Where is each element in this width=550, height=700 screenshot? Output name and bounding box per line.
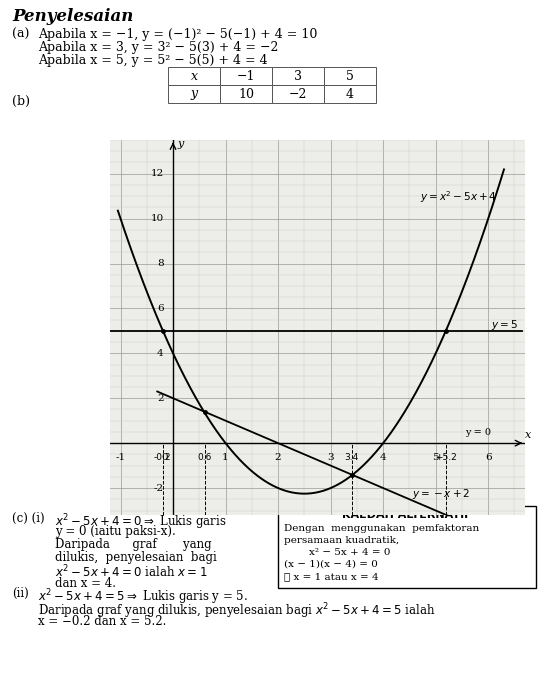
Text: -2: -2 (153, 484, 163, 493)
Text: −1: −1 (236, 69, 255, 83)
Text: 6: 6 (157, 304, 163, 313)
Text: y: y (190, 88, 197, 101)
Text: 6: 6 (485, 453, 492, 462)
Text: 2: 2 (275, 453, 282, 462)
Text: x = −0.2 dan x = 5.2.: x = −0.2 dan x = 5.2. (38, 615, 166, 628)
Text: 4: 4 (380, 453, 387, 462)
Bar (272, 85, 324, 103)
Text: 10: 10 (150, 214, 163, 223)
Text: persamaan kuadratik,: persamaan kuadratik, (284, 536, 399, 545)
Text: 3: 3 (327, 453, 334, 462)
Text: 1: 1 (222, 453, 229, 462)
Text: $y = x^2 - 5x + 4$: $y = x^2 - 5x + 4$ (420, 189, 497, 204)
Bar (220, 85, 272, 103)
Text: Dengan  menggunakan  pemfaktoran: Dengan menggunakan pemfaktoran (284, 524, 479, 533)
Text: -0.2: -0.2 (154, 453, 171, 462)
Text: 4: 4 (346, 88, 354, 101)
Text: −2: −2 (289, 88, 307, 101)
Text: $y = -x + 2$: $y = -x + 2$ (412, 487, 470, 501)
Text: -1: -1 (116, 453, 125, 462)
Text: x² − 5x + 4 = 0: x² − 5x + 4 = 0 (296, 548, 390, 557)
Text: Penyelesaian: Penyelesaian (12, 8, 133, 25)
Text: Apabila x = −1, y = (−1)² − 5(−1) + 4 = 10: Apabila x = −1, y = (−1)² − 5(−1) + 4 = … (38, 28, 317, 41)
Text: (ii): (ii) (12, 587, 29, 600)
Text: 5: 5 (432, 453, 439, 462)
Bar (220, 67, 272, 85)
Text: 0: 0 (162, 453, 168, 462)
Bar (168, 67, 220, 85)
Text: $y = 5$: $y = 5$ (491, 318, 518, 332)
Text: $x^2 - 5x + 4 = 5 \Rightarrow$ Lukis garis y = 5.: $x^2 - 5x + 4 = 5 \Rightarrow$ Lukis gar… (38, 587, 248, 607)
Text: +5.2: +5.2 (436, 453, 457, 462)
Text: 3: 3 (294, 69, 302, 83)
Text: 5: 5 (346, 69, 354, 83)
Text: y = 0 (iaitu paksi-x).: y = 0 (iaitu paksi-x). (55, 525, 176, 538)
Text: (c) (i): (c) (i) (12, 512, 45, 525)
Text: 2: 2 (157, 393, 163, 402)
Bar (324, 85, 376, 103)
Text: 0.6: 0.6 (197, 453, 212, 462)
Text: 12: 12 (150, 169, 163, 178)
Text: Apabila x = 3, y = 3² − 5(3) + 4 = −2: Apabila x = 3, y = 3² − 5(3) + 4 = −2 (38, 41, 278, 54)
Text: Apabila x = 5, y = 5² − 5(5) + 4 = 4: Apabila x = 5, y = 5² − 5(5) + 4 = 4 (38, 54, 268, 67)
Text: 8: 8 (157, 259, 163, 268)
Text: 10: 10 (238, 88, 254, 101)
Bar (278, 506, 536, 588)
Text: $x^2 - 5x + 4 = 0$ ialah $x = 1$: $x^2 - 5x + 4 = 0$ ialah $x = 1$ (55, 564, 207, 580)
Text: 4: 4 (157, 349, 163, 358)
Text: dilukis,  penyelesaian  bagi: dilukis, penyelesaian bagi (55, 551, 217, 564)
Text: KAEDAH ALTERNATIF: KAEDAH ALTERNATIF (342, 510, 472, 520)
Text: $x^2 - 5x + 4 = 0 \Rightarrow$ Lukis garis: $x^2 - 5x + 4 = 0 \Rightarrow$ Lukis gar… (55, 512, 227, 531)
Text: Daripada graf yang dilukis, penyelesaian bagi $x^2 - 5x + 4 = 5$ ialah: Daripada graf yang dilukis, penyelesaian… (38, 601, 436, 621)
Bar (324, 67, 376, 85)
Text: y: y (177, 139, 184, 150)
Text: 3.4: 3.4 (344, 453, 359, 462)
Text: (b): (b) (12, 95, 30, 108)
Text: y = 0: y = 0 (465, 428, 491, 438)
Text: Daripada      graf       yang: Daripada graf yang (55, 538, 212, 551)
Text: (a): (a) (12, 28, 29, 41)
Text: x: x (190, 69, 197, 83)
Bar (272, 67, 324, 85)
Text: ∴ x = 1 atau x = 4: ∴ x = 1 atau x = 4 (284, 572, 378, 581)
Text: (x − 1)(x − 4) = 0: (x − 1)(x − 4) = 0 (284, 560, 378, 569)
Text: dan x = 4.: dan x = 4. (55, 577, 116, 590)
Bar (168, 85, 220, 103)
Text: x: x (525, 430, 531, 440)
